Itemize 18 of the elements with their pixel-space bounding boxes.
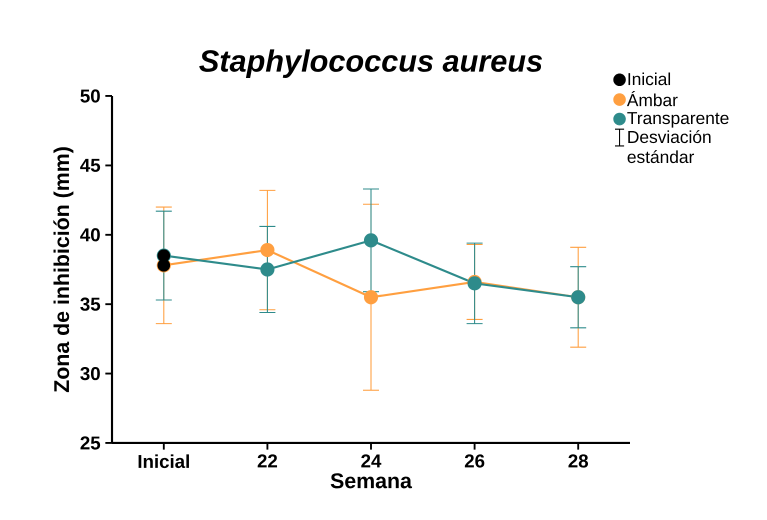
y-tick-label: 50 <box>80 89 100 103</box>
y-tick-label: 35 <box>80 298 100 311</box>
x-axis-title: Semana <box>330 473 412 488</box>
y-axis-title: Zona de inhibición (mm) <box>53 147 74 392</box>
legend-label: Transparente <box>627 112 729 128</box>
y-tick-label: 25 <box>80 436 100 450</box>
chart-title: Staphylococcus aureus <box>199 49 542 78</box>
x-tick-label: Inicial <box>138 454 189 468</box>
x-tick-label: 26 <box>464 454 484 468</box>
legend-label: Ámbar <box>626 91 678 106</box>
y-tick-label: 45 <box>80 158 100 172</box>
x-tick-label: 22 <box>258 454 278 468</box>
x-tick-label: 28 <box>568 454 588 468</box>
x-tick-label: 24 <box>361 454 382 468</box>
y-tick-label: 40 <box>80 228 100 242</box>
legend-label: Inicial <box>628 72 670 86</box>
y-tick-label: 30 <box>80 366 100 380</box>
annotation: Desviación estándar <box>628 130 711 164</box>
